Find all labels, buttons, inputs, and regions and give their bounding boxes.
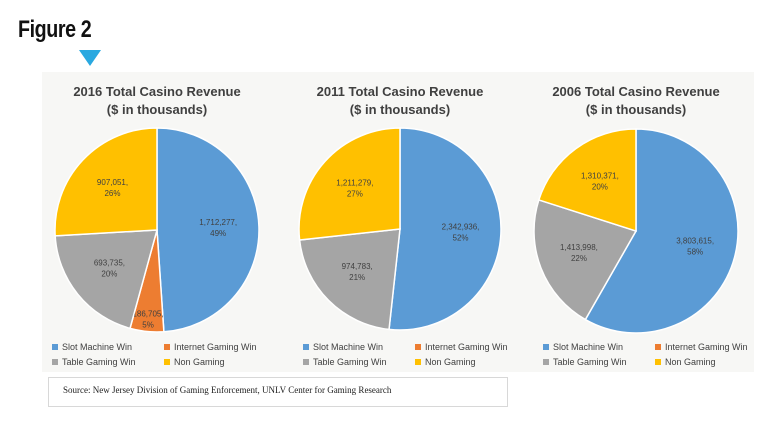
- pie-slice-table-gaming-win: [298, 228, 401, 331]
- source-box: Source: New Jersey Division of Gaming En…: [48, 377, 508, 407]
- legend-swatch: [415, 359, 421, 365]
- legend-swatch: [164, 344, 170, 350]
- pie-slice-slot-machine-win: [156, 127, 260, 333]
- slice-percent-label: 26%: [104, 189, 120, 198]
- figure-label: Figure 2: [18, 16, 92, 43]
- legend-swatch: [52, 344, 58, 350]
- slice-value-label: 1,712,277,: [199, 218, 237, 227]
- legend-swatch: [415, 344, 421, 350]
- slice-percent-label: 21%: [349, 273, 365, 282]
- pie-slice-slot-machine-win: [388, 127, 502, 331]
- slice-value-label: 2,342,936,: [442, 222, 480, 231]
- slice-percent-label: 27%: [347, 190, 363, 199]
- slice-percent-label: 20%: [101, 270, 117, 279]
- pie-slice-table-gaming-win: [54, 229, 158, 330]
- pie-slice-non-gaming: [537, 128, 637, 233]
- legend-label: Slot Machine Win: [553, 342, 623, 352]
- legend-swatch: [303, 359, 309, 365]
- legend-label: Internet Gaming Win: [665, 342, 748, 352]
- chart-title: 2016 Total Casino Revenue: [73, 84, 240, 99]
- legend-swatch: [655, 344, 661, 350]
- slice-percent-label: 22%: [571, 254, 587, 263]
- legend-label: Non Gaming: [425, 357, 476, 367]
- slice-percent-label: 52%: [453, 233, 469, 242]
- slice-value-label: 1,413,998,: [560, 243, 598, 252]
- pie-slice-non-gaming: [298, 127, 401, 241]
- legend-label: Slot Machine Win: [62, 342, 132, 352]
- legend-swatch: [655, 359, 661, 365]
- slice-percent-label: 20%: [592, 183, 608, 192]
- legend-label: Table Gaming Win: [313, 357, 387, 367]
- slice-percent-label: 49%: [210, 229, 226, 238]
- pie-slice-non-gaming: [54, 127, 158, 237]
- pie-slice-table-gaming-win: [533, 198, 638, 321]
- legend-swatch: [543, 344, 549, 350]
- slice-value-label: 1,211,279,: [336, 179, 373, 188]
- legend-label: Internet Gaming Win: [425, 342, 508, 352]
- legend-label: Table Gaming Win: [553, 357, 627, 367]
- pie-slice-slot-machine-win: [584, 128, 739, 334]
- slice-value-label: 3,803,615,: [676, 237, 714, 246]
- slice-percent-label: 58%: [687, 248, 703, 257]
- pie-chart-0: 2016 Total Casino Revenue ($ in thousands…: [52, 84, 260, 367]
- figure-marker-triangle: [79, 50, 101, 66]
- slice-value-label: 974,783,: [342, 262, 373, 271]
- chart-subtitle: ($ in thousands): [586, 102, 686, 117]
- slice-value-label: 186,705,: [132, 309, 163, 318]
- pie-chart-2: 2006 Total Casino Revenue ($ in thousands…: [533, 84, 748, 367]
- legend-label: Internet Gaming Win: [174, 342, 257, 352]
- source-note: Source: New Jersey Division of Gaming En…: [63, 385, 392, 395]
- legend-swatch: [164, 359, 170, 365]
- chart-subtitle: ($ in thousands): [107, 102, 207, 117]
- chart-title: 2006 Total Casino Revenue: [552, 84, 719, 99]
- legend-label: Non Gaming: [665, 357, 716, 367]
- slice-value-label: 907,051,: [97, 178, 128, 187]
- slice-value-label: 1,310,371,: [581, 172, 619, 181]
- slice-percent-label: 5%: [142, 320, 154, 329]
- legend-label: Table Gaming Win: [62, 357, 136, 367]
- slice-value-label: 693,735,: [94, 259, 125, 268]
- legend-swatch: [303, 344, 309, 350]
- chart-subtitle: ($ in thousands): [350, 102, 450, 117]
- pie-chart-1: 2011 Total Casino Revenue ($ in thousands…: [298, 84, 508, 367]
- legend-label: Non Gaming: [174, 357, 225, 367]
- legend-swatch: [52, 359, 58, 365]
- legend-swatch: [543, 359, 549, 365]
- legend-label: Slot Machine Win: [313, 342, 383, 352]
- chart-title: 2011 Total Casino Revenue: [317, 84, 484, 99]
